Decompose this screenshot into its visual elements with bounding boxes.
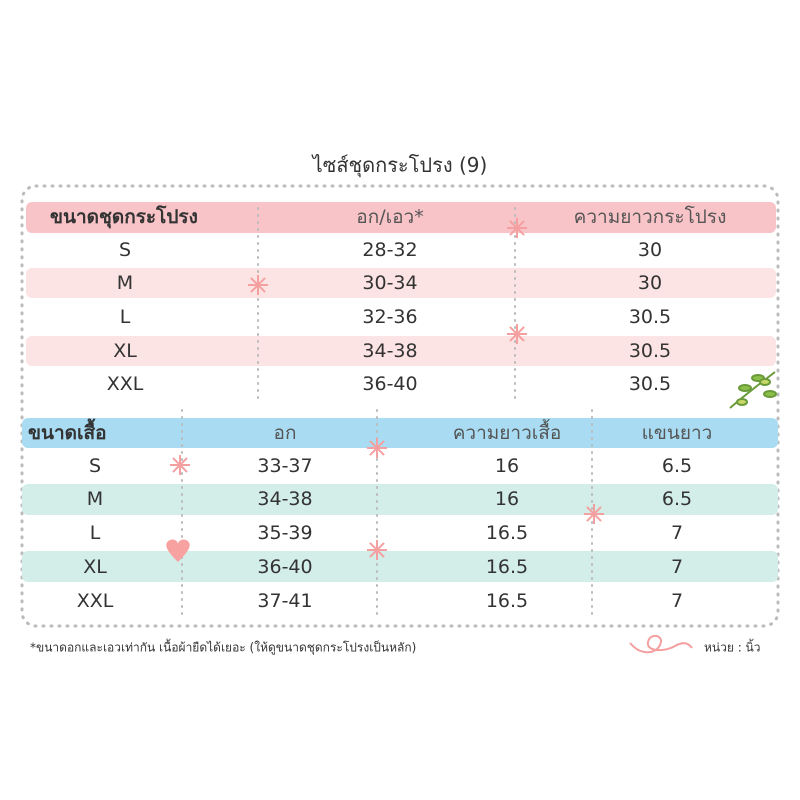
title: ไซส์ชุดกระโปรง (9) <box>312 153 488 177</box>
flower-petal <box>250 277 266 293</box>
header-cell: ความยาวกระโปรง <box>573 206 727 228</box>
cell: 36-40 <box>362 373 418 395</box>
leaf-branch <box>729 371 777 409</box>
cell: 30.5 <box>628 340 672 362</box>
cell: 16.5 <box>485 522 529 544</box>
header-cell: ขนาดเสื้อ <box>28 422 107 444</box>
heart <box>166 539 190 562</box>
cell: 36-40 <box>257 556 313 578</box>
header-cell: ความยาวเสื้อ <box>452 422 562 444</box>
cell: S <box>88 455 102 477</box>
row-band <box>26 336 776 366</box>
cell: 30.5 <box>628 373 672 395</box>
cell: 30.5 <box>628 306 672 328</box>
cell: 30 <box>637 272 663 294</box>
cell: 16.5 <box>485 556 529 578</box>
cell: XL <box>83 556 107 578</box>
shirt-header-band <box>22 418 778 448</box>
cell: 28-32 <box>362 239 418 261</box>
cell: M <box>86 488 104 510</box>
footnote: *ขนาดอกและเอวเท่ากัน เนื้อผ้ายืดได้เยอะ … <box>30 640 417 655</box>
cell: XL <box>113 340 137 362</box>
flower-petal <box>369 440 385 456</box>
cell: XXL <box>106 373 144 395</box>
skirt-header-band <box>26 202 776 233</box>
flowers <box>170 218 604 560</box>
cell: 16.5 <box>485 590 529 612</box>
flower-petal <box>509 220 525 236</box>
header-cell: แขนยาว <box>641 422 713 444</box>
cell: 34-38 <box>362 340 418 362</box>
header-cell: ขนาดชุดกระโปรง <box>50 206 198 228</box>
cell: 30-34 <box>362 272 418 294</box>
cell: 7 <box>670 556 684 578</box>
header-cell: อก <box>273 422 297 444</box>
unit: หน่วย : นิ้ว <box>704 640 761 655</box>
cell: S <box>118 239 132 261</box>
row-band <box>26 268 776 298</box>
cell: 16 <box>494 455 520 477</box>
cell: 32-36 <box>362 306 418 328</box>
row-band <box>22 551 778 582</box>
flower-petal <box>509 326 525 342</box>
row-band <box>22 484 778 515</box>
cell: 6.5 <box>661 455 693 477</box>
cell: 30 <box>637 239 663 261</box>
cell: 35-39 <box>257 522 313 544</box>
cell: M <box>116 272 134 294</box>
cell: 16 <box>494 488 520 510</box>
cell: 7 <box>670 590 684 612</box>
cell: XXL <box>76 590 114 612</box>
cell: L <box>119 306 131 328</box>
flower-petal <box>172 457 188 473</box>
swirl <box>629 634 693 654</box>
cell: 37-41 <box>257 590 313 612</box>
cell: 7 <box>670 522 684 544</box>
cell: L <box>89 522 101 544</box>
flower-petal <box>586 506 602 522</box>
flower-petal <box>369 542 385 558</box>
cell: 6.5 <box>661 488 693 510</box>
cell: 33-37 <box>257 455 313 477</box>
cell: 34-38 <box>257 488 313 510</box>
header-cell: อก/เอว* <box>356 206 424 228</box>
